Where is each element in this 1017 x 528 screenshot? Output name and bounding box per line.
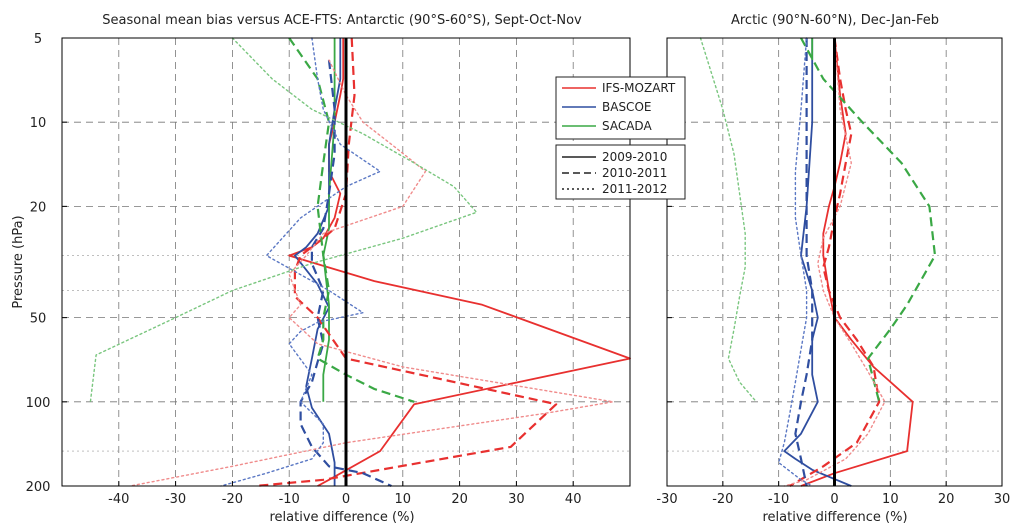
x-tick-label: -30 [656,492,677,507]
x-tick-label: 40 [565,492,582,507]
x-tick-label: 30 [994,492,1011,507]
y-tick-label: 50 [30,312,47,327]
antarctic-panel: Seasonal mean bias versus ACE-FTS: Antar… [26,13,631,507]
series-line-sacada-2011-2012 [699,37,757,403]
series-line-sacada-2010-2011 [288,37,415,403]
y-axis-label: Pressure (hPa) [11,215,26,308]
legend: IFS-MOZART BASCOE SACADA 2009-2010 2010-2011… [555,76,686,200]
x-tick-label: 20 [451,492,468,507]
series-line-bascoe-2011-2012 [220,37,381,487]
antarctic-title: Seasonal mean bias versus ACE-FTS: Antar… [102,13,582,28]
series-line-bascoe-2010-2011 [299,59,392,488]
y-tick-label: 200 [26,480,51,495]
x-tick-label: -40 [108,492,129,507]
series-line-sacada-2010-2011 [800,37,937,403]
series-group [699,37,937,487]
series-line-bascoe-2010-2011 [794,38,814,487]
x-tick-label: -30 [165,492,186,507]
x-tick-label: 20 [938,492,955,507]
series-group [89,37,631,488]
antarctic-x-axis-label: relative difference (%) [269,510,414,525]
x-tick-label: -10 [279,492,300,507]
arctic-x-axis-label: relative difference (%) [762,510,907,525]
series-line-ifs-mozart-2010-2011 [789,37,881,487]
legend-years-box [555,144,686,200]
legend-model-label: BASCOE [602,100,651,114]
legend-year-label: 2010-2011 [602,166,667,180]
x-tick-label: 10 [882,492,899,507]
arctic-panel: Arctic (90°N-60°N), Dec-Jan-Feb -30 -20 -1… [656,13,1010,507]
x-tick-label: 30 [508,492,525,507]
series-line-sacada-2011-2012 [89,37,478,403]
x-tick-label: -10 [768,492,789,507]
x-tick-label: 0 [830,492,838,507]
x-tick-label: 0 [342,492,350,507]
y-tick-label: 10 [30,116,47,131]
series-line-bascoe-2009-2010 [293,38,342,486]
y-tick-label: 5 [34,32,42,47]
legend-model-label: IFS-MOZART [602,81,676,95]
arctic-title: Arctic (90°N-60°N), Dec-Jan-Feb [731,13,939,28]
legend-model-label: SACADA [602,119,652,133]
series-line-ifs-mozart-2009-2010 [800,37,914,487]
series-line-bascoe-2011-2012 [778,37,813,487]
y-tick-label: 100 [26,396,51,411]
series-line-ifs-mozart-2011-2012 [129,59,614,487]
legend-year-label: 2011-2012 [602,182,667,196]
x-tick-label: -20 [712,492,733,507]
x-tick-label: 10 [395,492,412,507]
legend-year-label: 2009-2010 [602,150,667,164]
x-tick-label: -20 [222,492,243,507]
y-tick-label: 20 [30,200,47,215]
